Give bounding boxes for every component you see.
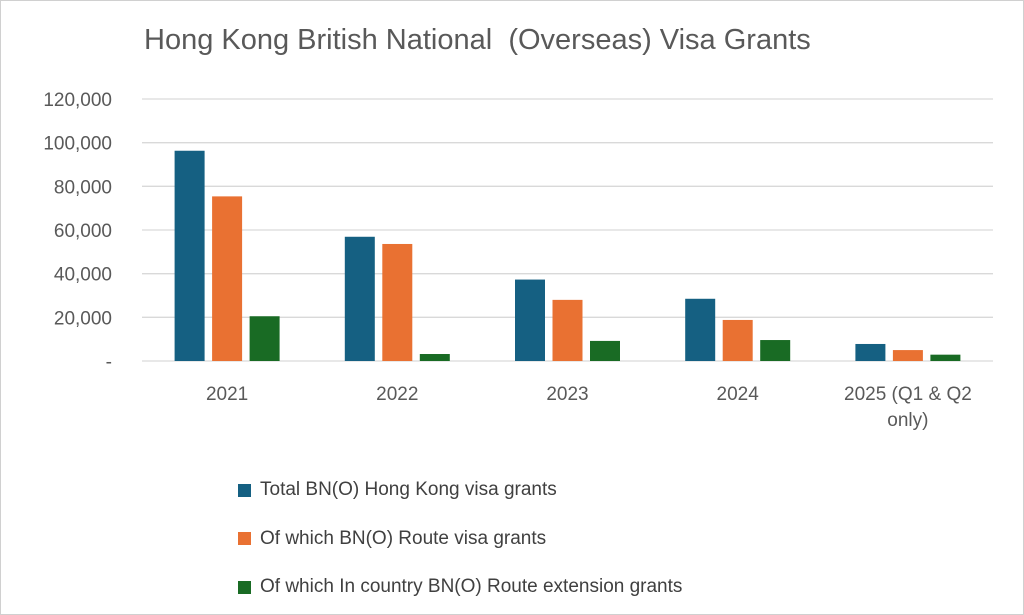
x-tick-label: 2023 [546,384,588,405]
bar-2024-series-2 [722,319,753,361]
bar-2024-series-1 [685,298,716,361]
legend-item: Of which In country BN(O) Route extensio… [238,563,682,612]
legend-swatch [238,532,251,546]
y-tick-label: 120,000 [43,90,112,111]
bar-2025-q1-q2-only--series-3 [930,354,961,361]
x-tick-label: 2021 [206,384,248,405]
y-tick-label: 20,000 [54,308,112,329]
legend-label: Total BN(O) Hong Kong visa grants [260,479,557,501]
legend-label: Of which BN(O) Route visa grants [260,527,547,549]
bar-2025-q1-q2-only--series-2 [892,350,923,361]
legend-label: Of which In country BN(O) Route extensio… [260,576,683,598]
x-tick-label: only) [887,410,928,431]
bar-2023-series-3 [590,340,620,361]
x-tick-label: 2024 [717,384,760,405]
bar-2024-series-3 [760,340,791,361]
bar-2022-series-3 [419,354,450,361]
y-tick-label: 100,000 [43,134,112,155]
y-tick-label: 60,000 [54,221,112,242]
chart-title: Hong Kong British National (Overseas) Vi… [144,24,811,56]
bar-2022-series-1 [344,236,375,361]
bar-2023-series-2 [552,299,583,361]
bar-2021-series-2 [212,196,243,361]
legend-item: Of which BN(O) Route visa grants [238,515,682,564]
bar-2025-q1-q2-only--series-1 [855,343,886,361]
y-tick-label: 40,000 [54,265,112,286]
x-tick-label: 2025 (Q1 & Q2 [844,384,972,405]
bar-2021-series-1 [174,150,205,361]
y-tick-label: - [106,352,112,373]
x-tick-label: 2022 [376,384,418,405]
legend-item: Total BN(O) Hong Kong visa grants [238,466,682,515]
bar-2022-series-2 [382,243,413,361]
bar-2021-series-3 [249,316,280,361]
bar-2023-series-1 [515,279,545,361]
y-tick-label: 80,000 [54,177,112,198]
legend-swatch [238,580,251,594]
legend-swatch [238,483,251,497]
legend: Total BN(O) Hong Kong visa grants Of whic… [238,466,682,612]
